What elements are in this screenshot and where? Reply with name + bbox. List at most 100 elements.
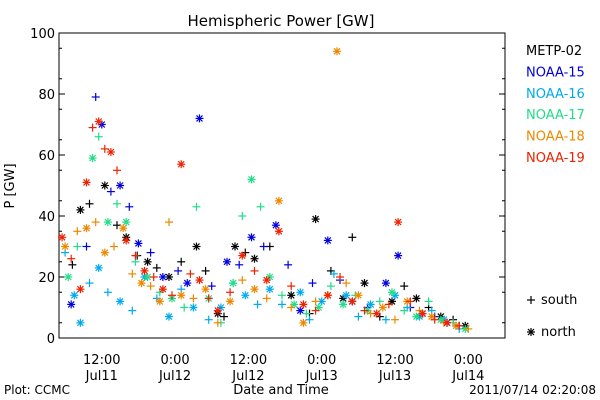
data-point-north	[412, 294, 421, 303]
data-point-south	[174, 266, 183, 275]
y-tick-label: 80	[38, 88, 55, 103]
data-point-north	[229, 279, 238, 288]
data-point-south	[308, 279, 317, 288]
data-point-north	[158, 285, 167, 294]
data-point-north	[143, 257, 152, 266]
data-point-north	[348, 297, 357, 306]
data-point-north	[366, 300, 375, 309]
data-point-south	[168, 291, 176, 300]
data-point-north	[296, 306, 305, 315]
data-point-south	[125, 202, 134, 211]
data-point-north	[192, 242, 201, 251]
x-axis: 12:00Jul110:00Jul1212:00Jul120:00Jul1312…	[83, 353, 484, 384]
data-point-south	[226, 288, 235, 297]
data-point-south	[400, 282, 409, 291]
x-tick-date-label: Jul12	[231, 369, 264, 384]
data-point-north	[100, 181, 109, 190]
x-tick-date-label: Jul12	[158, 369, 191, 384]
data-point-south	[326, 282, 335, 291]
data-point-south	[238, 276, 247, 285]
data-point-north	[299, 318, 308, 327]
data-point-south	[250, 266, 259, 275]
data-point-south	[94, 132, 103, 141]
data-point-south	[149, 273, 158, 281]
data-points	[58, 47, 473, 333]
data-point-north	[238, 251, 247, 260]
data-point-south	[82, 242, 91, 251]
data-point-north	[418, 309, 427, 318]
data-point-south	[204, 294, 213, 303]
data-point-south	[342, 279, 351, 288]
data-point-north	[140, 266, 149, 275]
data-point-south	[73, 242, 82, 251]
data-point-north	[231, 242, 239, 251]
data-point-north	[106, 148, 115, 156]
data-point-south	[68, 260, 77, 269]
marker-legend-label: north	[541, 325, 576, 340]
x-tick-date-label: Jul13	[378, 369, 411, 384]
data-point-south	[152, 263, 161, 272]
data-point-south	[302, 309, 311, 318]
marker-legend-symbol-south	[527, 296, 535, 304]
data-point-south	[85, 279, 94, 288]
plot-frame	[58, 32, 506, 339]
data-point-south	[360, 306, 369, 315]
data-point-north	[70, 291, 79, 300]
x-tick-date-label: Jul11	[85, 369, 118, 384]
data-point-south	[220, 312, 228, 321]
data-point-south	[253, 300, 262, 309]
data-point-north	[381, 279, 390, 288]
data-point-south	[146, 248, 155, 257]
data-point-south	[284, 260, 293, 269]
legend-entry: NOAA-15	[526, 65, 585, 80]
data-point-south	[311, 297, 320, 306]
data-point-north	[122, 236, 131, 245]
data-point-north	[201, 285, 210, 294]
data-point-north	[247, 233, 256, 242]
data-point-north	[250, 285, 259, 294]
data-point-north	[296, 288, 305, 297]
data-point-north	[274, 227, 283, 236]
data-point-north	[412, 312, 421, 321]
x-tick-time-label: 12:00	[230, 353, 267, 368]
marker-legend-symbol-north	[527, 328, 535, 336]
data-point-south	[278, 291, 286, 300]
data-point-north	[103, 218, 112, 227]
data-point-south	[204, 315, 213, 324]
marker-legend-label: south	[541, 293, 577, 308]
data-point-south	[73, 227, 82, 236]
plot-credit: Plot: CCMC	[4, 383, 70, 397]
legend-entry: NOAA-18	[526, 130, 585, 145]
data-point-north	[183, 279, 192, 288]
data-point-north	[58, 233, 67, 242]
data-point-south	[100, 144, 109, 153]
x-tick-time-label: 12:00	[83, 353, 120, 368]
data-point-south	[128, 306, 137, 315]
data-point-south	[464, 324, 473, 333]
legend-entry: NOAA-19	[526, 151, 585, 166]
y-tick-label: 100	[30, 27, 55, 42]
data-point-north	[250, 254, 259, 263]
data-point-south	[329, 269, 338, 278]
data-point-north	[155, 297, 164, 306]
data-point-north	[213, 306, 222, 315]
data-point-south	[305, 315, 314, 324]
data-point-south	[113, 221, 121, 230]
y-tick-label: 0	[47, 332, 55, 347]
data-point-south	[278, 300, 286, 309]
data-point-north	[189, 303, 198, 312]
data-point-north	[100, 248, 109, 257]
x-tick-date-label: Jul14	[451, 369, 484, 384]
x-tick-time-label: 12:00	[376, 353, 413, 368]
data-point-north	[274, 196, 283, 205]
data-point-north	[378, 303, 387, 312]
data-point-south	[256, 202, 265, 211]
data-point-south	[192, 202, 201, 211]
data-point-north	[195, 276, 204, 285]
data-point-south	[336, 273, 344, 281]
data-point-south	[354, 312, 363, 321]
data-point-south	[262, 294, 271, 303]
data-point-north	[94, 263, 103, 272]
data-point-south	[384, 300, 393, 309]
